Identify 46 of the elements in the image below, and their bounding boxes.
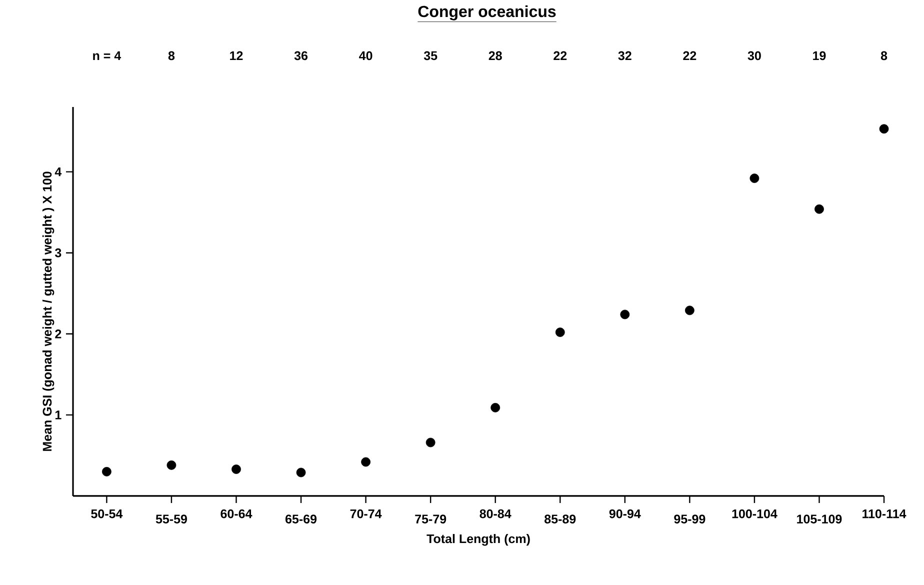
text: 35	[424, 51, 438, 60]
x-tick-label: 105-109	[797, 514, 842, 524]
x-tick-label: 50-54	[91, 509, 123, 518]
x-tick-label: 60-64	[220, 509, 252, 518]
point	[232, 464, 241, 474]
text: 32	[618, 51, 632, 60]
text: 30	[748, 51, 761, 60]
text: 8	[880, 51, 888, 60]
text: 12	[230, 51, 243, 60]
x-tick-label: 80-84	[480, 509, 512, 518]
point	[490, 402, 500, 412]
point	[684, 306, 694, 316]
x-axis-title: Total Length (cm)	[426, 534, 530, 546]
text: n = 4	[93, 51, 122, 60]
text: 8	[168, 51, 175, 60]
point	[426, 438, 436, 448]
point	[166, 460, 176, 470]
y-axis-title: Mean GSI (gonad weight / gutted weight ) X 100	[42, 172, 54, 451]
point	[555, 328, 565, 337]
x-tick-label: 100-104	[732, 509, 778, 518]
point	[296, 468, 306, 478]
x-tick-label: 55-59	[156, 514, 187, 524]
y-tick-label: 1	[55, 410, 62, 420]
y-tick-label: 4	[54, 168, 62, 176]
x-tick-label: 90-94	[609, 509, 641, 518]
point	[620, 310, 630, 320]
chart-title: Conger oceanicus	[418, 5, 556, 20]
text: 40	[359, 51, 372, 60]
x-tick-label: 65-69	[285, 514, 317, 524]
x-tick-label: 75-79	[415, 514, 446, 524]
x-tick-label: 85-89	[544, 514, 576, 524]
text: 36	[294, 51, 308, 60]
y-tick-label: 2	[55, 330, 62, 338]
x-tick-label: 70-74	[350, 509, 382, 518]
y-tick-label: 3	[54, 248, 62, 258]
point	[750, 174, 760, 184]
point	[102, 466, 112, 476]
x-tick-label: 95-99	[674, 514, 706, 524]
text: 28	[488, 51, 502, 60]
text: 19	[813, 51, 826, 60]
text: 22	[554, 51, 567, 60]
point	[879, 124, 889, 134]
x-tick-label: 110-114	[862, 509, 906, 518]
point	[361, 457, 370, 467]
point	[814, 204, 824, 214]
text: 22	[683, 51, 696, 60]
